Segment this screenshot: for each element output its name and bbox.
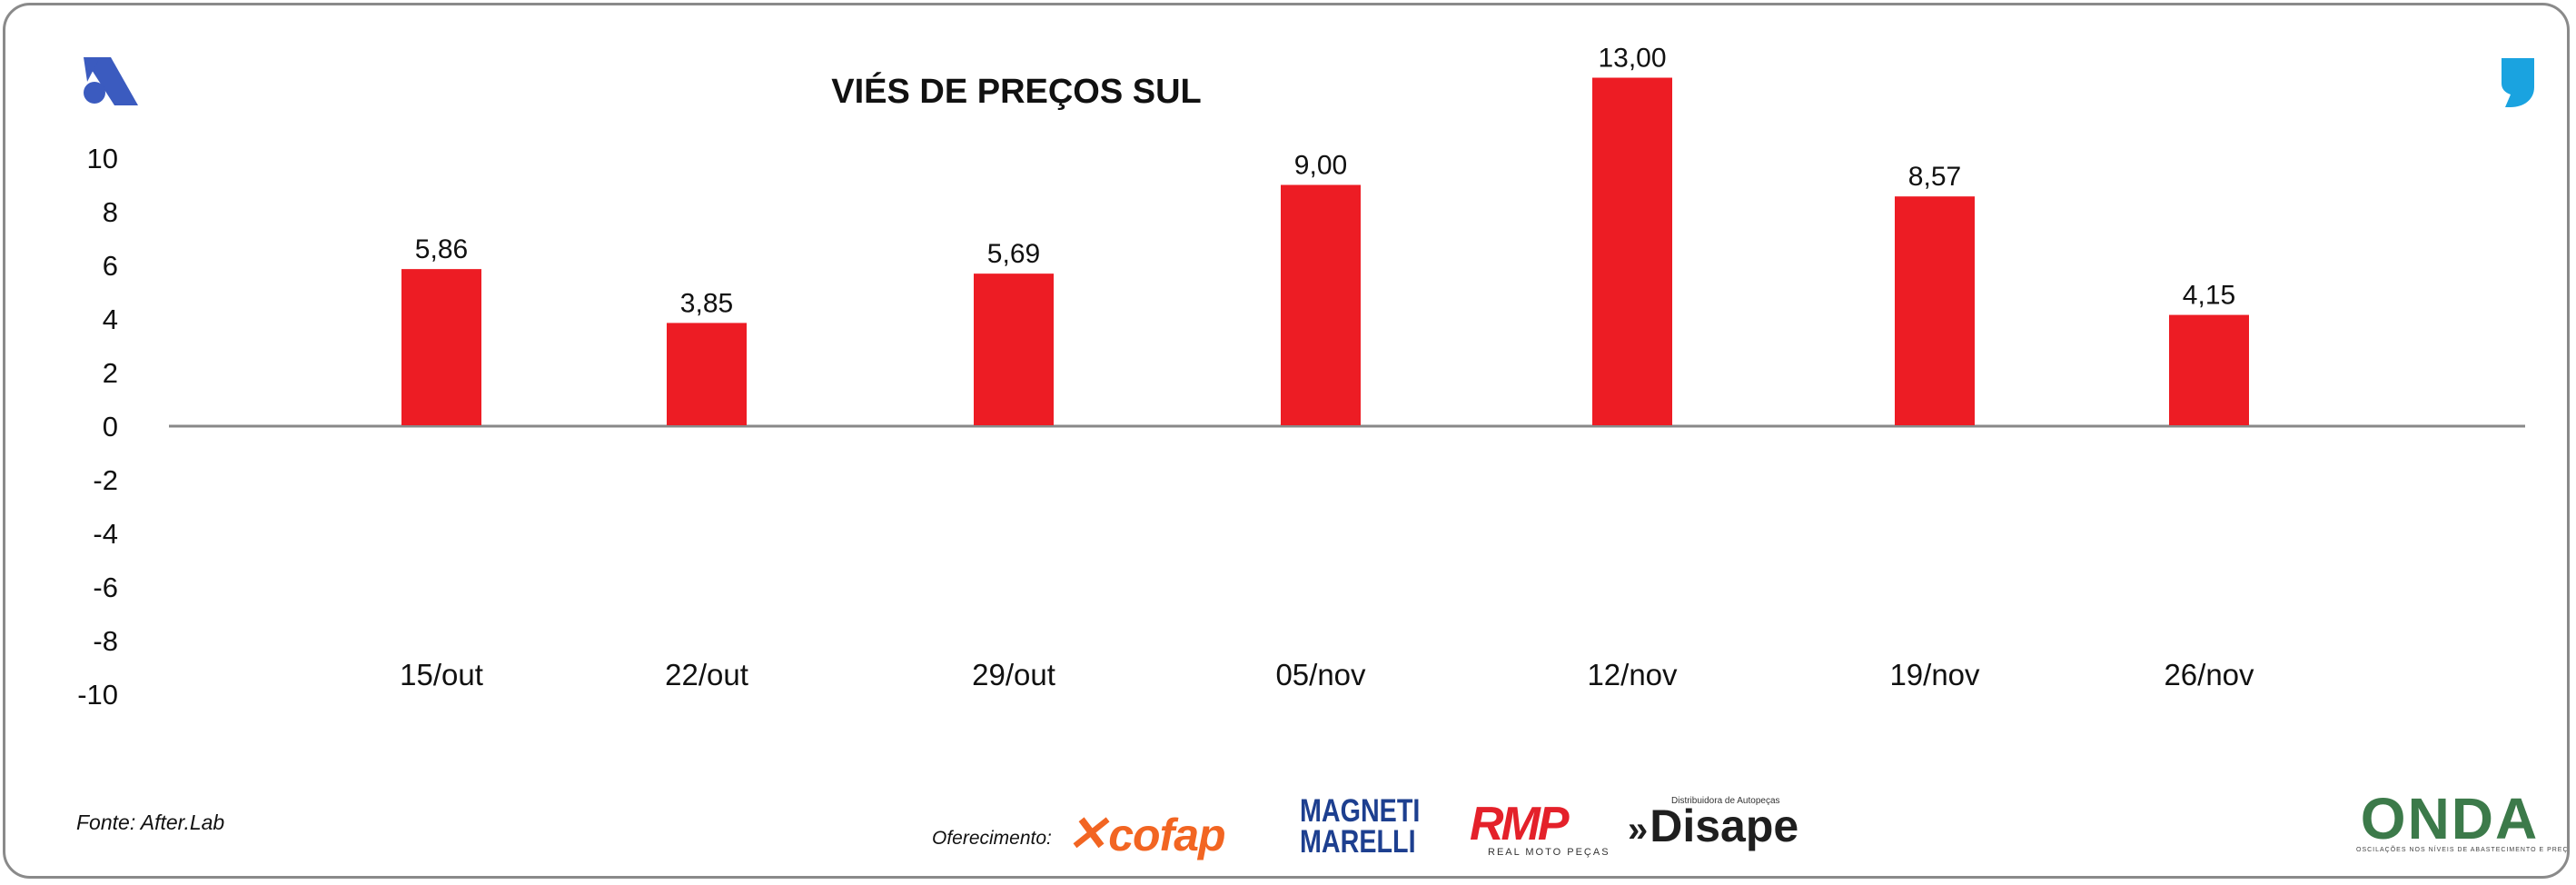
rmp-logo: RMP REAL MOTO PEÇAS xyxy=(1470,798,1610,858)
y-tick-label: -2 xyxy=(93,464,118,496)
x-tick-label: 29/out xyxy=(972,658,1055,691)
y-axis: 10 8 6 4 2 0 -2 -4 -6 -8 -10 xyxy=(77,143,118,711)
y-tick-label: -4 xyxy=(93,518,118,550)
data-label: 3,85 xyxy=(680,288,733,318)
cofap-logo: ✕cofap xyxy=(1066,807,1226,861)
chart-title: VIÉS DE PREÇOS SUL xyxy=(831,71,1202,111)
data-label: 5,86 xyxy=(415,234,468,264)
y-tick-label: 8 xyxy=(103,196,118,228)
data-label: 5,69 xyxy=(987,239,1040,269)
bar xyxy=(2169,314,2249,425)
data-label: 8,57 xyxy=(1908,162,1961,192)
y-tick-label: 2 xyxy=(103,357,118,389)
sponsor-label: Oferecimento: xyxy=(932,828,1052,849)
data-labels: 5,86 3,85 5,69 9,00 13,00 8,57 4,15 xyxy=(415,44,2235,319)
x-tick-label: 15/out xyxy=(400,658,483,691)
a-brand-logo-icon xyxy=(84,57,138,105)
bar xyxy=(974,273,1054,425)
data-label: 9,00 xyxy=(1294,151,1347,181)
bar-chart: VIÉS DE PREÇOS SUL 10 8 6 4 2 0 -2 -4 -6 -8 -10 5,… xyxy=(77,44,2534,711)
chart-frame: VIÉS DE PREÇOS SUL 10 8 6 4 2 0 -2 -4 -6 -8 -10 5,… xyxy=(3,3,2570,879)
x-axis: 15/out 22/out 29/out 05/nov 12/nov 19/nov 26/n… xyxy=(400,658,2254,691)
x-tick-label: 12/nov xyxy=(1587,658,1678,691)
bar xyxy=(667,323,747,425)
bar xyxy=(1592,77,1672,425)
source-note: Fonte: After.Lab xyxy=(76,810,225,834)
x-tick-label: 26/nov xyxy=(2164,658,2254,691)
bar xyxy=(1895,196,1975,425)
magneti-marelli-logo: MAGNETI MARELLI xyxy=(1300,793,1421,860)
y-tick-label: -10 xyxy=(77,679,118,711)
cofap-x-icon: ✕ xyxy=(1066,807,1107,861)
data-label: 13,00 xyxy=(1598,44,1666,74)
bars xyxy=(401,77,2249,425)
y-tick-label: 10 xyxy=(87,143,118,174)
bar xyxy=(401,269,481,425)
disape-logo: »Disape Distribuidora de Autopeças xyxy=(1628,796,1799,851)
bar xyxy=(1281,184,1361,425)
comma-brand-logo-icon xyxy=(2502,58,2534,107)
data-label: 4,15 xyxy=(2183,281,2235,311)
y-tick-label: 4 xyxy=(103,303,118,335)
double-chevron-icon: » xyxy=(1628,810,1649,850)
y-tick-label: -8 xyxy=(93,625,118,657)
x-tick-label: 05/nov xyxy=(1275,658,1366,691)
onda-logo: ONDA OSCILAÇÕES NOS NÍVEIS DE ABASTECIME… xyxy=(2356,786,2570,853)
y-tick-label: -6 xyxy=(93,572,118,603)
x-tick-label: 22/out xyxy=(665,658,748,691)
x-tick-label: 19/nov xyxy=(1889,658,1980,691)
y-tick-label: 0 xyxy=(103,411,118,442)
y-tick-label: 6 xyxy=(103,250,118,282)
